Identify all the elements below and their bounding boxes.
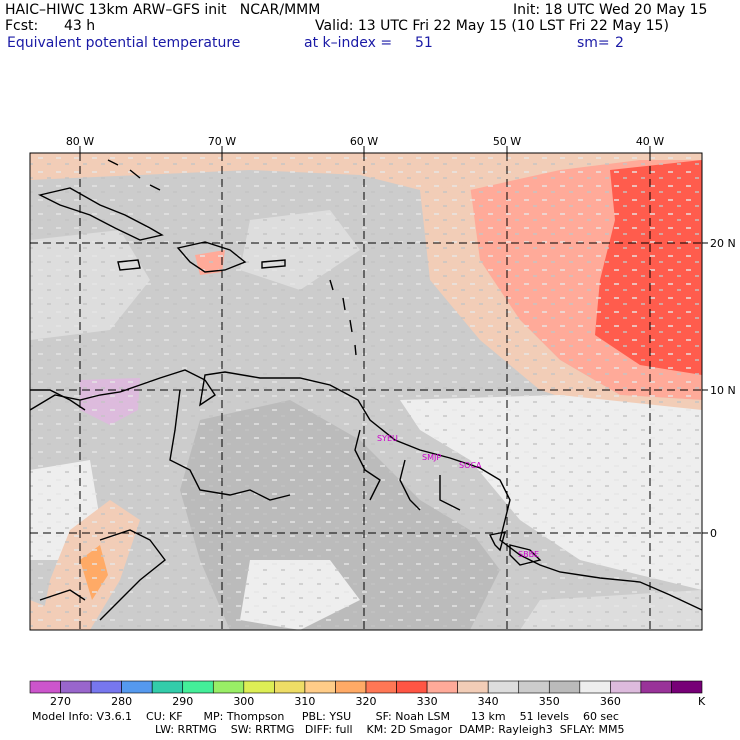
colorbar-tick-label: 290 (172, 695, 193, 708)
colorbar-swatch (548, 680, 581, 694)
colorbar-swatch (274, 680, 306, 694)
tick-marks (79, 146, 708, 534)
colorbar-swatch (243, 680, 275, 694)
colorbar-swatch (426, 680, 458, 694)
colorbar-labels: 270 280 290 300 310 320 330 340 350 360 (50, 695, 621, 708)
colorbar-swatch (90, 680, 122, 694)
colorbar-tick-label: 360 (600, 695, 621, 708)
colorbar-tick-label: 350 (539, 695, 560, 708)
colorbar-tick-label: 280 (111, 695, 132, 708)
colorbar-swatch (29, 680, 61, 694)
lon-label-50w: 50 W (493, 135, 521, 148)
level-label: at k–index = (304, 35, 393, 51)
smoothing-value: 2 (615, 35, 624, 51)
colorbar-swatch (671, 680, 703, 694)
colorbar-swatch (457, 680, 489, 694)
model-info-line1: Model Info: V3.6.1 CU: KF MP: Thompson P… (32, 710, 619, 723)
colorbar-swatch (212, 680, 245, 694)
colorbar-swatch (121, 680, 153, 694)
lat-label-10n: 10 N (710, 384, 736, 397)
colorbar-tick-label: 330 (417, 695, 438, 708)
forecast-label: Fcst: (5, 18, 39, 34)
init-time: Init: 18 UTC Wed 20 May 15 (513, 2, 708, 18)
site-syeu: SYEU (377, 434, 398, 443)
graticule (30, 153, 702, 630)
colorbar-tick-label: 270 (50, 695, 71, 708)
colorbar-swatch (151, 680, 184, 694)
field-name: Equivalent potential temperature (7, 35, 241, 51)
colorbar-tick-label: 340 (478, 695, 499, 708)
level-value: 51 (415, 35, 433, 51)
smoothing-label: sm= (577, 35, 610, 51)
colorbar-tick-label: 320 (356, 695, 377, 708)
site-soca: SOCA (459, 461, 482, 470)
lat-label-0: 0 (710, 527, 717, 540)
colorbar-swatch (182, 680, 214, 694)
colorbar-swatch (304, 680, 336, 694)
theta-e-field (30, 153, 702, 630)
colorbar-swatch (610, 680, 642, 694)
colorbar-swatch (518, 680, 550, 694)
colorbar-tick-label: 300 (233, 695, 254, 708)
lon-label-80w: 80 W (66, 135, 94, 148)
site-smjp: SMJP (422, 453, 441, 462)
model-title: HAIC–HIWC 13km ARW–GFS init NCAR/MMM (5, 2, 321, 18)
lon-label-40w: 40 W (636, 135, 664, 148)
colorbar-swatch (396, 680, 428, 694)
model-info-line2: LW: RRTMG SW: RRTMG DIFF: full KM: 2D Sm… (155, 723, 625, 736)
colorbar-tick-label: 310 (294, 695, 315, 708)
coastlines (30, 159, 702, 621)
lon-label-60w: 60 W (350, 135, 378, 148)
valid-time: Valid: 13 UTC Fri 22 May 15 (10 LST Fri … (315, 18, 669, 34)
site-sbbe: SBBE (518, 550, 539, 559)
colorbar (29, 680, 703, 694)
colorbar-swatch (640, 680, 672, 694)
colorbar-swatch (365, 680, 397, 694)
forecast-hours: 43 h (64, 18, 96, 34)
colorbar-units: K (698, 695, 706, 708)
colorbar-swatch (335, 680, 367, 694)
colorbar-swatch (60, 680, 92, 694)
lat-label-20n: 20 N (710, 237, 736, 250)
map-frame (29, 152, 703, 631)
lon-label-70w: 70 W (208, 135, 236, 148)
colorbar-swatch (579, 680, 611, 694)
colorbar-swatch (487, 680, 520, 694)
